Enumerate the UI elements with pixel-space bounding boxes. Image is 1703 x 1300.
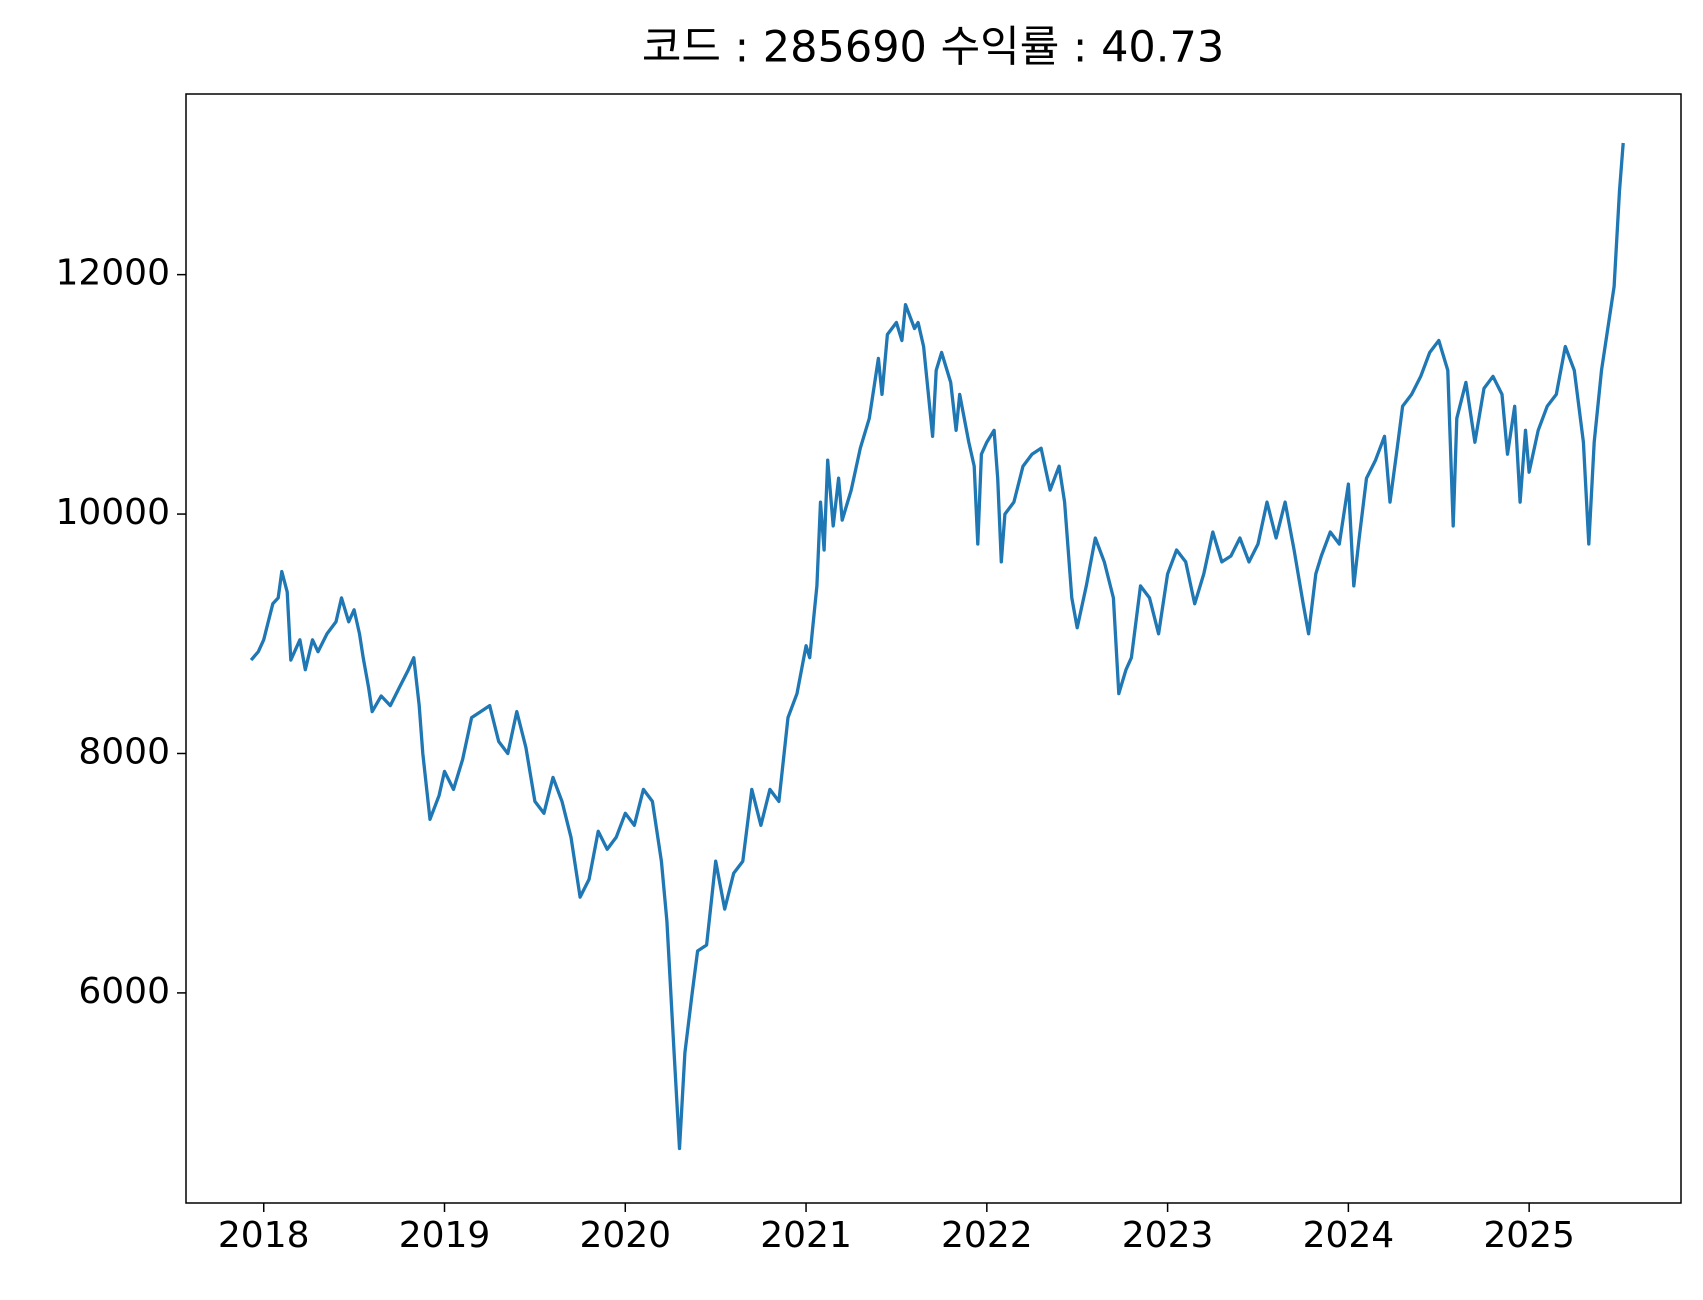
- y-tick-label: 10000: [55, 492, 170, 533]
- x-tick-label: 2025: [1483, 1215, 1575, 1256]
- y-tick-label: 8000: [78, 731, 170, 772]
- x-tick-label: 2021: [760, 1215, 852, 1256]
- x-tick-label: 2019: [399, 1215, 491, 1256]
- y-tick-label: 6000: [78, 971, 170, 1012]
- x-tick-label: 2023: [1122, 1215, 1214, 1256]
- plot-frame: [185, 93, 1682, 1204]
- x-tick-label: 2020: [579, 1215, 671, 1256]
- chart-title: 코드 : 285690 수익률 : 40.73: [642, 23, 1224, 73]
- price-line: [249, 142, 1625, 1151]
- y-tick-label: 12000: [55, 253, 170, 294]
- x-tick-label: 2024: [1303, 1215, 1395, 1256]
- x-tick-label: 2018: [218, 1215, 310, 1256]
- x-tick-label: 2022: [941, 1215, 1033, 1256]
